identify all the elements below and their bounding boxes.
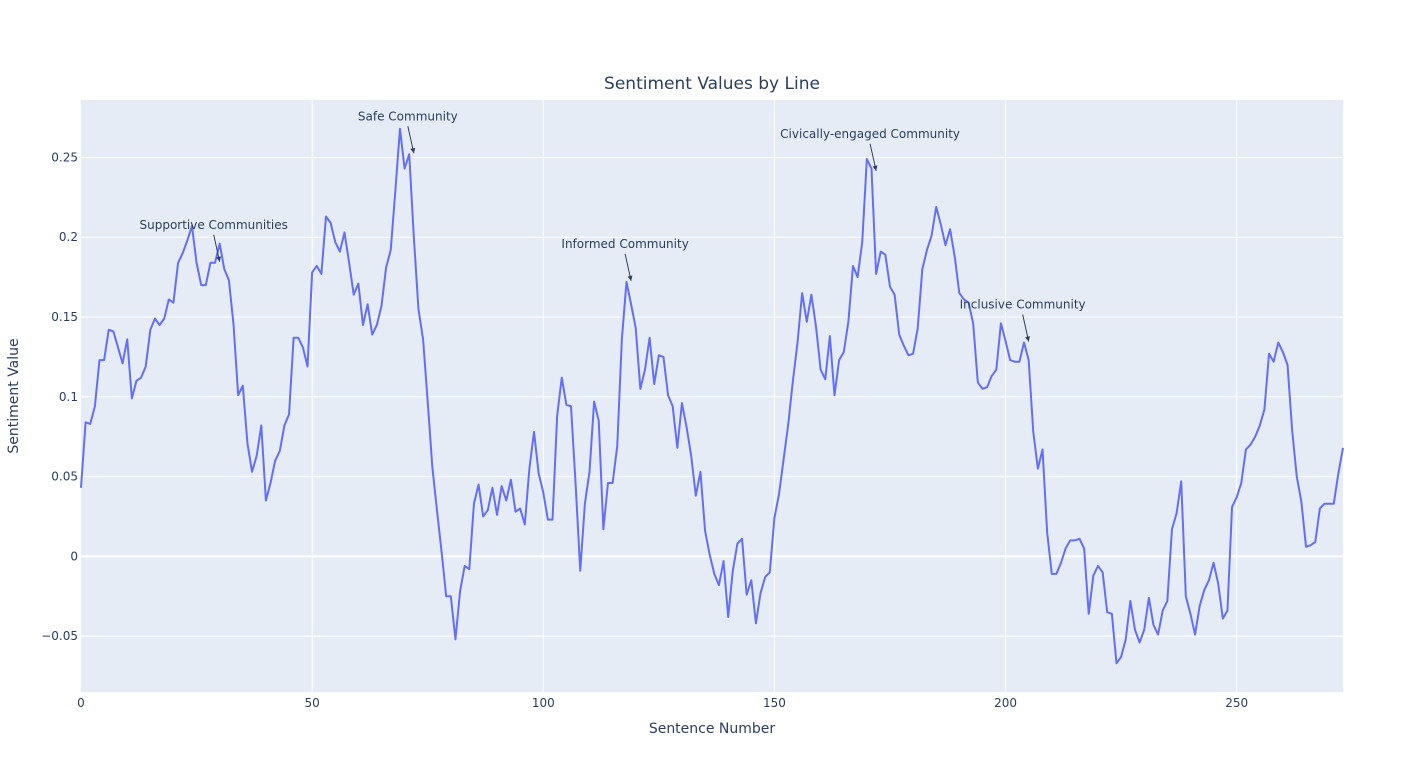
y-tick-label: −0.05 — [41, 629, 78, 643]
x-tick-label: 250 — [1225, 696, 1248, 710]
annotation-arrowhead — [410, 147, 416, 154]
x-tick-label: 200 — [994, 696, 1017, 710]
y-tick-label: 0.2 — [59, 230, 78, 244]
y-tick-label: 0.1 — [59, 390, 78, 404]
y-axis-ticks: −0.05 0 0.05 0.1 0.15 0.2 0.25 — [41, 150, 78, 643]
plot-background — [81, 100, 1343, 692]
annotation-arrowhead — [216, 256, 222, 262]
annotation-arrowhead — [872, 165, 878, 171]
chart-title: Sentiment Values by Line — [604, 74, 820, 94]
sentiment-series-line — [80, 127, 1344, 665]
x-axis-ticks: 0 50 100 150 200 250 — [77, 696, 1248, 710]
x-tick-label: 0 — [77, 696, 85, 710]
x-tick-label: 50 — [304, 696, 319, 710]
y-tick-label: 0.05 — [51, 470, 78, 484]
annotation-label: Informed Community — [561, 237, 688, 251]
plot-area — [80, 127, 1344, 665]
annotation-arrowhead — [1025, 336, 1031, 342]
x-tick-label: 100 — [532, 696, 555, 710]
gridlines — [81, 100, 1343, 692]
y-axis-title: Sentiment Value — [6, 338, 22, 453]
annotation-label: Safe Community — [358, 109, 458, 123]
annotation-label: Inclusive Community — [960, 298, 1086, 312]
y-tick-label: 0.25 — [51, 150, 78, 164]
annotation-label: Civically-engaged Community — [780, 127, 960, 141]
y-tick-label: 0.15 — [51, 310, 78, 324]
annotation-label: Supportive Communities — [139, 218, 287, 232]
x-tick-label: 150 — [763, 696, 786, 710]
annotations: Supportive Communities Safe Community Info… — [139, 109, 1086, 342]
y-tick-label: 0 — [70, 549, 78, 563]
x-axis-title: Sentence Number — [649, 721, 776, 737]
annotation-arrowhead — [627, 275, 633, 281]
